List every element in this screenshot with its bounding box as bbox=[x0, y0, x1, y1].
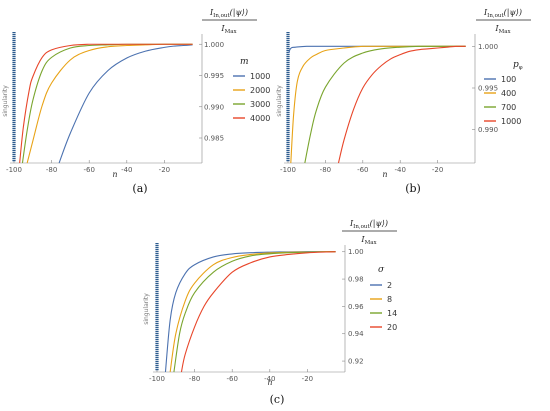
panel-a-x-tick-label: -80 bbox=[46, 166, 57, 174]
panel-c-series-2-line bbox=[164, 251, 336, 373]
panel-c-y-tick-label: 1.00 bbox=[348, 248, 364, 256]
panel-c-x-tick-label: -60 bbox=[226, 375, 237, 383]
svg-text:IMax: IMax bbox=[360, 235, 377, 246]
panel-b-series-700-line bbox=[304, 45, 466, 164]
panel-c-ylabel-sub: In,out bbox=[353, 224, 370, 230]
panel-a-x-tick-label: -40 bbox=[121, 166, 132, 174]
panel-c-legend-label: 20 bbox=[387, 323, 397, 332]
panel-b-series-400-line bbox=[290, 45, 466, 164]
svg-text:IIn,out(|ψ⟩): IIn,out(|ψ⟩) bbox=[483, 8, 522, 19]
panel-b-legend-label: 400 bbox=[501, 89, 516, 98]
panel-c-singularity-label: singularity bbox=[143, 293, 150, 325]
panel-c-series-14-line bbox=[173, 251, 336, 373]
panel-b-legend-label: 1000 bbox=[501, 117, 521, 126]
panel-a-y-tick-label: 0.985 bbox=[204, 135, 224, 143]
panel-a-x-tick-label: -100 bbox=[6, 166, 22, 174]
panel-a-legend-label: 2000 bbox=[250, 86, 270, 95]
panel-c-chart: -100 -80 -60 -40 -20 0.92 0.94 0.96 0.98 1.00 2 8 14… bbox=[143, 219, 397, 406]
panel-b-caption: (b) bbox=[405, 182, 421, 195]
panel-b-ylabel-main: I bbox=[483, 8, 488, 17]
panel-a-ylabel-sub: In,out bbox=[213, 13, 230, 19]
panel-b-ylabel-den: I bbox=[494, 24, 499, 33]
panel-a-series-3000-line bbox=[21, 43, 193, 164]
panel-b-ylabel-sub: In,out bbox=[487, 13, 504, 19]
panel-b-x-tick-label: -60 bbox=[357, 166, 368, 174]
panel-b-plot-area: -100 -80 -60 -40 -20 0.990 0.995 1.000 100 400 700… bbox=[280, 32, 521, 174]
panel-a-legend-title: m bbox=[240, 57, 249, 67]
panel-c-x-axis-label: n bbox=[267, 378, 272, 387]
panel-a-legend: m bbox=[240, 57, 249, 67]
panel-b-x-tick-label: -20 bbox=[432, 166, 443, 174]
svg-text:IMax: IMax bbox=[220, 24, 237, 35]
panel-a-x-tick-label: -20 bbox=[159, 166, 170, 174]
panel-b-singularity-label: singularity bbox=[276, 85, 283, 117]
panel-a-y-tick-label: 0.995 bbox=[204, 72, 224, 80]
panel-c-plot-area: -100 -80 -60 -40 -20 0.92 0.94 0.96 0.98 1.00 2 8 14… bbox=[149, 243, 397, 383]
panel-a-caption: (a) bbox=[132, 182, 147, 195]
panel-c-x-tick-label: -100 bbox=[149, 375, 165, 383]
panel-c-ylabel-den: I bbox=[360, 235, 365, 244]
panel-b-y-tick-label: 0.995 bbox=[478, 85, 498, 93]
panel-b-x-tick-label: -100 bbox=[280, 166, 296, 174]
panel-c-ylabel-main: I bbox=[349, 219, 354, 228]
panel-b-y-tick-label: 0.990 bbox=[478, 126, 498, 134]
panel-c-legend: σ bbox=[378, 265, 385, 275]
panel-c-series-8-line bbox=[169, 251, 336, 373]
panel-a-series-2000-line bbox=[26, 43, 193, 164]
panel-b-chart: -100 -80 -60 -40 -20 0.990 0.995 1.000 100 400 700… bbox=[276, 8, 531, 195]
panel-c-y-tick-label: 0.96 bbox=[348, 303, 364, 311]
panel-b-legend-label: 100 bbox=[501, 75, 516, 84]
svg-text:IMax: IMax bbox=[494, 24, 511, 35]
panel-c-y-tick-label: 0.94 bbox=[348, 330, 364, 338]
panel-a-x-tick-label: -60 bbox=[83, 166, 94, 174]
panel-b-x-axis-label: n bbox=[382, 170, 387, 179]
panel-a-series-4000-line bbox=[19, 43, 193, 164]
panel-a-legend-label: 1000 bbox=[250, 72, 270, 81]
panel-a-legend-label: 3000 bbox=[250, 100, 270, 109]
panel-b-ylabel-arg: (|ψ⟩) bbox=[504, 8, 522, 17]
panel-a-x-axis-label: n bbox=[112, 170, 117, 179]
panel-a-y-tick-label: 0.990 bbox=[204, 103, 224, 111]
panel-c-legend-label: 8 bbox=[387, 295, 392, 304]
panel-a-ylabel-main: I bbox=[209, 8, 214, 17]
panel-b-legend-title: pφ bbox=[513, 60, 523, 71]
panel-b-y-axis-label: IIn,out(|ψ⟩) IMax bbox=[476, 8, 531, 35]
panel-a-y-tick-label: 1.000 bbox=[204, 41, 224, 49]
panel-c-legend-label: 14 bbox=[387, 309, 397, 318]
panel-c-ylabel-den-sub: Max bbox=[365, 240, 378, 246]
panel-c-y-tick-label: 0.92 bbox=[348, 358, 364, 366]
panel-c-x-tick-label: -80 bbox=[189, 375, 200, 383]
panel-a-chart: -100 -80 -60 -40 -20 0.985 0.990 0.995 1.000 1000… bbox=[2, 8, 270, 195]
svg-text:IIn,out(|ψ⟩): IIn,out(|ψ⟩) bbox=[349, 219, 388, 230]
panel-c-series-20-line bbox=[180, 251, 336, 373]
panel-b-series-1000-line bbox=[337, 45, 466, 164]
panel-b-legend: pφ bbox=[513, 60, 523, 71]
panel-a-singularity-label: singularity bbox=[2, 85, 9, 117]
panel-b-ylabel-den-sub: Max bbox=[499, 29, 512, 35]
panel-a-ylabel-den: I bbox=[220, 24, 225, 33]
panel-a-ylabel-den-sub: Max bbox=[225, 29, 238, 35]
panel-c-y-axis-label: IIn,out(|ψ⟩) IMax bbox=[342, 219, 397, 246]
svg-text:IIn,out(|ψ⟩): IIn,out(|ψ⟩) bbox=[209, 8, 248, 19]
panel-c-x-tick-label: -20 bbox=[302, 375, 313, 383]
panel-c-legend-label: 2 bbox=[387, 281, 392, 290]
panel-c-caption: (c) bbox=[270, 393, 285, 406]
panel-a-y-axis-label: IIn,out(|ψ⟩) IMax bbox=[202, 8, 257, 35]
panel-b-x-tick-label: -80 bbox=[320, 166, 331, 174]
panel-c-x-tick-label: -40 bbox=[264, 375, 275, 383]
panel-c-ylabel-arg: (|ψ⟩) bbox=[370, 219, 388, 228]
panel-a-ylabel-arg: (|ψ⟩) bbox=[230, 8, 248, 17]
panel-c-legend-title: σ bbox=[378, 265, 385, 275]
panel-b-y-tick-label: 1.000 bbox=[478, 43, 498, 51]
panel-a-legend-label: 4000 bbox=[250, 114, 270, 123]
panel-a-plot-area: -100 -80 -60 -40 -20 0.985 0.990 0.995 1.000 1000… bbox=[6, 32, 270, 174]
panel-b-legend-label: 700 bbox=[501, 103, 516, 112]
panel-a-series-1000-line bbox=[58, 44, 193, 164]
panel-b-x-tick-label: -40 bbox=[394, 166, 405, 174]
panel-c-y-tick-label: 0.98 bbox=[348, 276, 364, 284]
